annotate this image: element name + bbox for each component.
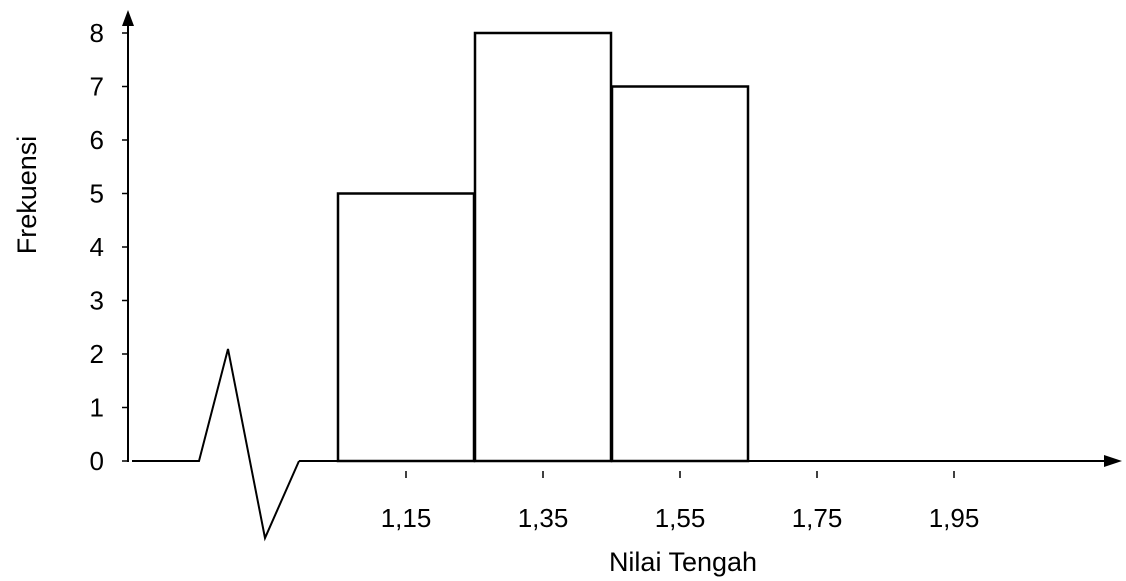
x-tick-label: 1,95 bbox=[929, 503, 980, 533]
x-tick-label: 1,75 bbox=[792, 503, 843, 533]
x-tick-label: 1,55 bbox=[655, 503, 706, 533]
y-tick-label: 4 bbox=[90, 232, 104, 262]
y-tick-label: 7 bbox=[90, 72, 104, 102]
bar-2 bbox=[473, 31, 613, 463]
y-tick-label: 1 bbox=[90, 393, 104, 423]
x-axis-arrow bbox=[1104, 455, 1122, 467]
x-axis-title: Nilai Tengah bbox=[609, 547, 757, 577]
bar-3 bbox=[610, 85, 750, 463]
x-tick-label: 1,35 bbox=[518, 503, 569, 533]
y-tick-label: 0 bbox=[90, 446, 104, 476]
y-tick-label: 2 bbox=[90, 339, 104, 369]
bar-1 bbox=[336, 192, 476, 463]
x-axis-break bbox=[132, 348, 300, 542]
y-axis-arrow bbox=[122, 10, 134, 26]
x-ticks: 1,15 1,35 1,55 1,75 1,95 bbox=[381, 471, 980, 533]
y-tick-label: 3 bbox=[90, 286, 104, 316]
bars bbox=[336, 31, 750, 463]
y-axis-title: Frekuensi bbox=[12, 136, 42, 255]
y-tick-label: 8 bbox=[90, 18, 104, 48]
y-ticks: 0 1 2 3 4 5 6 7 8 bbox=[90, 18, 128, 476]
y-tick-label: 6 bbox=[90, 125, 104, 155]
x-tick-label: 1,15 bbox=[381, 503, 432, 533]
y-tick-label: 5 bbox=[90, 179, 104, 209]
